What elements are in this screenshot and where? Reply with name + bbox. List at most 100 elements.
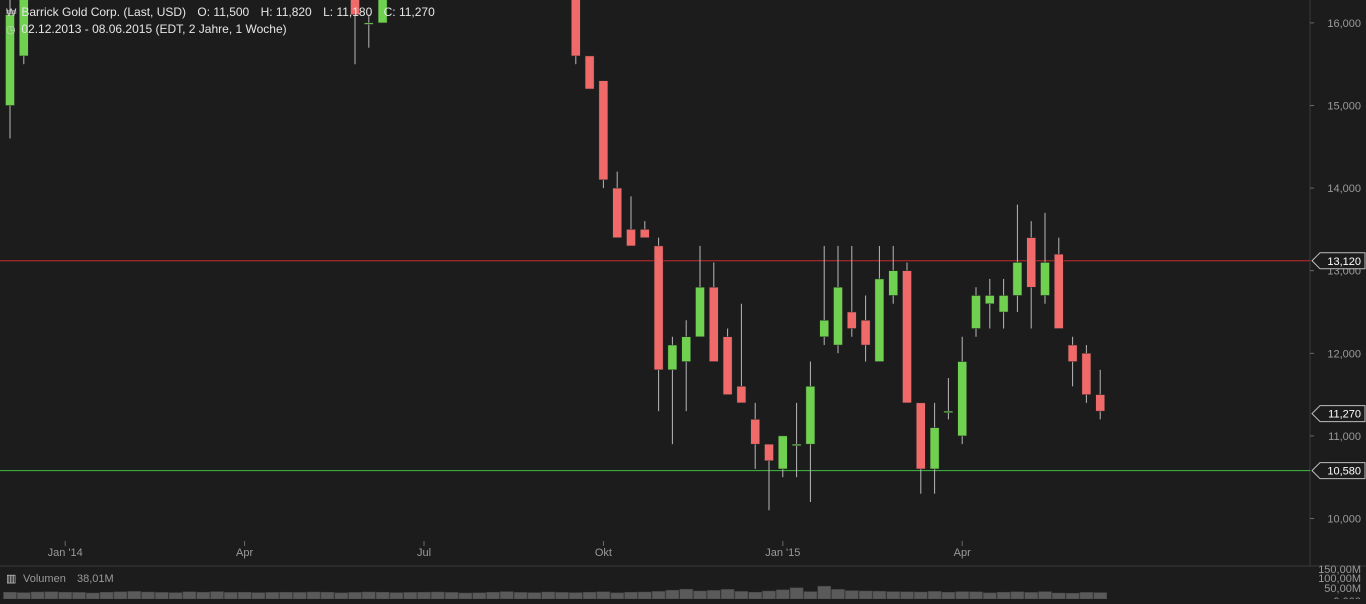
high-value: 11,820 bbox=[275, 5, 312, 19]
volume-bar bbox=[513, 592, 528, 600]
candle-down bbox=[1095, 394, 1105, 412]
y-tick-label: 14,000 bbox=[1327, 183, 1361, 195]
volume-bar bbox=[734, 591, 749, 600]
volume-bar bbox=[817, 585, 831, 600]
candle-down bbox=[1026, 237, 1036, 288]
volume-bar bbox=[665, 589, 680, 600]
volume-bar bbox=[99, 591, 114, 600]
candle-down bbox=[916, 402, 926, 470]
volume-bar bbox=[1079, 592, 1094, 600]
volume-label: Volumen bbox=[23, 573, 66, 585]
candle-down bbox=[350, 0, 360, 15]
y-tick-label: 11,000 bbox=[1328, 431, 1361, 443]
volume-bar bbox=[444, 592, 459, 600]
candle-up bbox=[805, 386, 816, 445]
volume-bar bbox=[831, 589, 845, 600]
volume-bar bbox=[334, 592, 348, 600]
candle-down bbox=[1054, 253, 1064, 329]
volume-bar bbox=[155, 592, 169, 600]
candle-down bbox=[1081, 353, 1092, 395]
candle-up bbox=[364, 22, 374, 25]
volume-bar bbox=[500, 591, 514, 600]
bar-chart-icon: ▥ bbox=[6, 573, 16, 585]
candle-up bbox=[778, 435, 788, 470]
volume-tick-label: 50,00M bbox=[1324, 583, 1361, 595]
candlestick-icon: ₩ bbox=[6, 7, 17, 19]
chart-header-line1: ₩ Barrick Gold Corp. (Last, USD) O: 11,5… bbox=[6, 5, 435, 19]
volume-bar bbox=[1024, 592, 1038, 600]
candle-up bbox=[929, 427, 940, 470]
candle-down bbox=[764, 443, 774, 461]
y-tick-label: 12,000 bbox=[1327, 348, 1361, 360]
volume-bar bbox=[168, 592, 183, 600]
open-label: O: bbox=[197, 5, 211, 19]
volume-bar bbox=[251, 592, 266, 600]
volume-bar bbox=[58, 591, 72, 600]
volume-bar bbox=[1038, 591, 1052, 600]
candle-up bbox=[888, 270, 898, 296]
volume-bar bbox=[776, 589, 790, 600]
close-label: C: bbox=[383, 5, 396, 19]
support-price-label: 10,580 bbox=[1327, 466, 1361, 478]
volume-bar bbox=[279, 591, 293, 600]
x-tick-label: Jan '14 bbox=[48, 547, 83, 559]
volume-bar bbox=[348, 592, 362, 600]
candle-up bbox=[5, 14, 15, 106]
chart-header-line2: ◷ 02.12.2013 - 08.06.2015 (EDT, 2 Jahre,… bbox=[6, 22, 287, 36]
volume-bar bbox=[872, 590, 887, 600]
volume-bar bbox=[486, 591, 500, 600]
volume-bar bbox=[803, 591, 818, 600]
candle-down bbox=[709, 286, 719, 362]
volume-bar bbox=[44, 591, 59, 600]
volume-bar bbox=[596, 591, 611, 600]
y-tick-label: 10,000 bbox=[1327, 514, 1361, 526]
candle-down bbox=[612, 187, 622, 238]
volume-bar bbox=[845, 590, 859, 600]
candle-up bbox=[681, 336, 691, 362]
volume-bar bbox=[720, 589, 735, 600]
volume-bar bbox=[389, 592, 404, 600]
open-value: 11,500 bbox=[213, 5, 250, 19]
volume-bar bbox=[113, 591, 128, 600]
x-tick-label: Jul bbox=[417, 547, 431, 559]
y-tick-label: 15,000 bbox=[1327, 101, 1361, 113]
candle-up bbox=[1012, 262, 1023, 296]
candle-up bbox=[791, 443, 802, 446]
volume-bar bbox=[127, 591, 141, 600]
volume-bar bbox=[886, 591, 900, 600]
volume-bar bbox=[789, 587, 804, 600]
volume-bar bbox=[955, 591, 969, 600]
candle-up bbox=[874, 278, 885, 362]
volume-bar bbox=[527, 592, 542, 600]
volume-bar bbox=[541, 591, 555, 600]
volume-bar bbox=[748, 591, 762, 600]
volume-bar bbox=[1065, 592, 1080, 600]
volume-bar bbox=[610, 592, 624, 600]
volume-bar bbox=[375, 591, 390, 600]
candle-down bbox=[653, 245, 664, 371]
last-price-label: 11,270 bbox=[1328, 409, 1361, 421]
volume-bar bbox=[293, 592, 307, 600]
volume-bar bbox=[458, 592, 473, 600]
close-value: 11,270 bbox=[398, 5, 435, 19]
volume-bar bbox=[555, 592, 569, 600]
volume-bar bbox=[1052, 592, 1066, 600]
resistance-price-tag bbox=[1311, 252, 1366, 270]
candle-down bbox=[902, 270, 912, 404]
volume-bar bbox=[3, 591, 17, 600]
candle-up bbox=[19, 0, 29, 57]
candle-down bbox=[722, 336, 733, 395]
volume-bar bbox=[403, 592, 417, 600]
volume-bar bbox=[914, 591, 928, 600]
volume-bar bbox=[651, 591, 666, 600]
volume-bar bbox=[969, 591, 983, 600]
candle-down bbox=[750, 419, 760, 445]
candle-down bbox=[736, 386, 747, 404]
volume-bar bbox=[1093, 592, 1107, 600]
candle-down bbox=[847, 311, 857, 329]
volume-tick-label: 100,00M bbox=[1318, 573, 1361, 585]
resistance-price-label: 13,120 bbox=[1327, 256, 1361, 268]
volume-bar bbox=[679, 588, 693, 600]
volume-bar bbox=[182, 591, 197, 600]
